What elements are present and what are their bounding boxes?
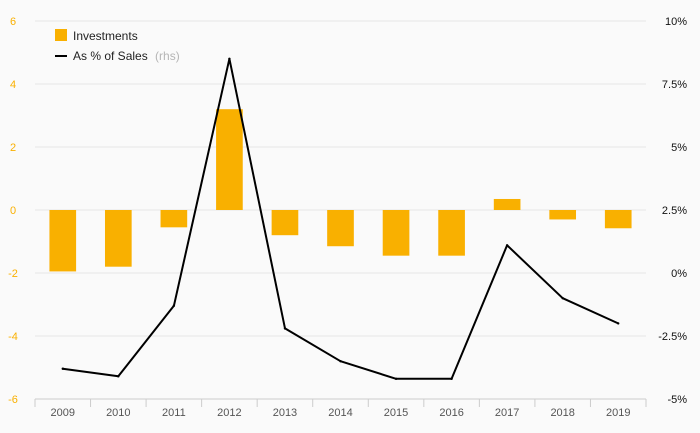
line-point xyxy=(172,304,176,307)
y-left-tick-label: 4 xyxy=(10,79,16,91)
y-left-tick-label: 6 xyxy=(10,16,16,28)
bar xyxy=(493,198,521,210)
y-right-tick-label: 10% xyxy=(665,16,687,28)
line-point xyxy=(450,377,453,381)
line-point xyxy=(617,322,620,325)
x-tick-label: 2019 xyxy=(606,407,630,419)
legend-swatch-investments xyxy=(55,29,67,41)
y-left-tick-label: -4 xyxy=(8,331,18,343)
line-point xyxy=(283,327,287,330)
line-point xyxy=(117,375,120,378)
x-tick-label: 2009 xyxy=(51,407,75,419)
line-point xyxy=(505,244,509,247)
legend-label-investments: Investments xyxy=(73,29,138,43)
bar xyxy=(604,210,632,229)
x-tick-label: 2018 xyxy=(550,407,574,419)
line-point xyxy=(339,360,342,363)
bar xyxy=(104,210,132,267)
bar xyxy=(382,210,410,256)
y-right-tick-label: 0% xyxy=(671,268,687,280)
line-point xyxy=(61,367,64,370)
y-right-tick-label: -2.5% xyxy=(658,331,687,343)
x-tick-label: 2015 xyxy=(384,407,408,419)
x-tick-label: 2010 xyxy=(106,407,130,419)
legend-label-sales-text: As % of Sales xyxy=(73,49,148,63)
y-right-tick-label: 2.5% xyxy=(662,205,687,217)
bar xyxy=(49,210,77,272)
bar xyxy=(216,109,243,210)
bar xyxy=(327,210,354,247)
y-left-tick-label: 0 xyxy=(10,205,16,217)
line-point xyxy=(228,57,231,60)
y-left-tick-label: -6 xyxy=(8,394,18,406)
legend: Investments As % of Sales (rhs) xyxy=(55,29,180,63)
y-right-tick-label: 7.5% xyxy=(662,79,687,91)
bar xyxy=(271,210,299,236)
y-right-tick-label: -5% xyxy=(667,394,687,406)
legend-label-sales: As % of Sales (rhs) xyxy=(73,49,180,63)
bars-investments xyxy=(49,109,632,272)
bar xyxy=(160,210,188,228)
y-left-tick-label: -2 xyxy=(8,268,18,280)
axes: 6 4 2 0 -2 -4 -6 10% 7.5% 5% 2.5% 0% -2.5% -5% 2009 201… xyxy=(8,16,687,419)
legend-label-rhs: (rhs) xyxy=(155,49,180,63)
bar xyxy=(438,210,465,256)
y-left-tick-label: 2 xyxy=(10,142,16,154)
line-point xyxy=(561,297,564,300)
y-right-tick-label: 5% xyxy=(671,142,687,154)
x-tick-label: 2012 xyxy=(217,407,241,419)
x-tick-label: 2011 xyxy=(162,407,186,419)
line-point xyxy=(394,377,398,381)
x-tick-label: 2017 xyxy=(495,407,519,419)
line-sales-percent xyxy=(61,57,620,381)
bar xyxy=(549,210,577,220)
x-tick-label: 2014 xyxy=(328,407,352,419)
x-tick-label: 2013 xyxy=(273,407,297,419)
x-tick-label: 2016 xyxy=(439,407,463,419)
